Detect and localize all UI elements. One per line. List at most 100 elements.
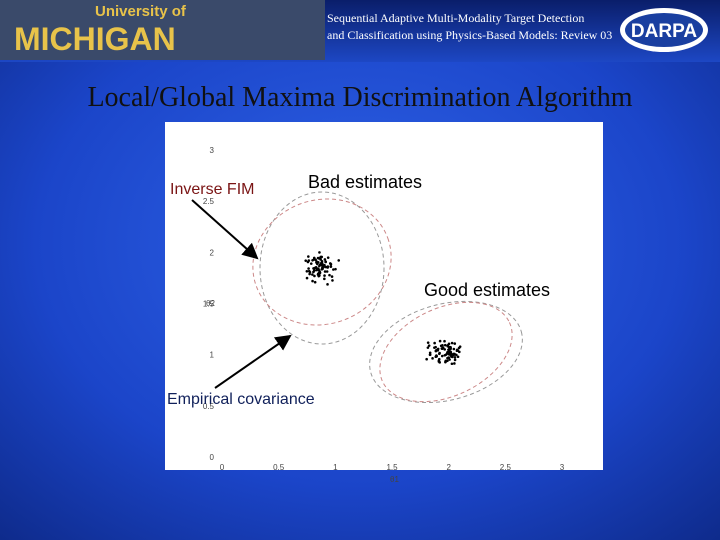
scatter-dot xyxy=(323,277,326,281)
annotation: Good estimates xyxy=(424,280,550,300)
scatter-dot xyxy=(307,255,310,258)
ellipse xyxy=(379,301,513,403)
arrow xyxy=(191,199,259,260)
scatter-dot xyxy=(312,258,316,261)
scatter-dot xyxy=(308,272,311,276)
scatter-dot xyxy=(315,261,318,264)
ellipses xyxy=(252,191,523,404)
scatter-dot xyxy=(433,346,436,349)
scatter-dot xyxy=(313,280,317,284)
scatter-dot xyxy=(319,262,323,265)
sponsor: DARPA xyxy=(631,21,697,42)
scatter-dot xyxy=(452,353,455,356)
annotation: Inverse FIM xyxy=(170,181,254,198)
scatter-dot xyxy=(312,269,316,272)
scatter-dot xyxy=(431,357,434,360)
scatter-dot xyxy=(453,362,456,365)
scatter-dot xyxy=(326,256,330,259)
scatter-dot xyxy=(329,265,333,268)
annotation: Empirical covariance xyxy=(167,391,315,408)
scatter-dot xyxy=(443,348,446,351)
university: University of xyxy=(95,3,187,20)
scatter-dot xyxy=(456,349,460,352)
scatter-dot xyxy=(328,273,331,277)
scatter xyxy=(304,251,462,366)
logo: MICHIGAN xyxy=(14,21,176,57)
scatter-dot xyxy=(325,270,329,273)
y-tick-label: 1 xyxy=(210,351,215,360)
scatter-dot xyxy=(453,356,457,359)
annotation: Bad estimates xyxy=(308,172,422,192)
scatter-dot xyxy=(318,271,321,275)
y-tick-label: 0 xyxy=(210,453,215,462)
scatter-dot xyxy=(323,274,326,277)
scatter-dot xyxy=(458,345,462,348)
subtitle-line: and Classification using Physics-Based M… xyxy=(327,28,612,42)
scatter-dot xyxy=(446,351,450,354)
y-tick-label: 2 xyxy=(210,248,215,257)
scatter-dot xyxy=(313,274,316,278)
x-tick-label: 0.5 xyxy=(273,463,285,472)
scatter-dot xyxy=(425,357,428,361)
x-tick-label: 2 xyxy=(446,463,451,472)
x-tick-label: 1 xyxy=(333,463,338,472)
scatter-dot xyxy=(326,266,329,269)
axes: 3 2.5 2 1.5 1 0.5 00 0.5 1 1.5 2 2.5 3 xyxy=(203,146,565,472)
scatter-dot xyxy=(433,341,436,345)
scatter-dot xyxy=(438,339,442,343)
scatter-dot xyxy=(311,279,314,283)
scatter-dot xyxy=(305,269,309,273)
scatter-dot xyxy=(449,353,452,357)
scatter-dot xyxy=(439,344,443,348)
scatter-dot xyxy=(456,355,460,359)
scatter-dot xyxy=(332,268,335,271)
scatter-dot xyxy=(321,266,324,270)
scatter-dot xyxy=(334,267,337,271)
scatter-dot xyxy=(444,360,447,364)
scatter-dot xyxy=(314,266,318,270)
scatter-dot xyxy=(324,260,327,264)
scatter-dot xyxy=(304,259,308,262)
slide-title: Local/Global Maxima Discrimination Algor… xyxy=(87,82,632,113)
scatter-dot xyxy=(453,342,457,345)
scatter-dot xyxy=(440,347,444,350)
x-label: θ1 xyxy=(390,475,399,484)
scatter-dot xyxy=(328,262,332,265)
scatter-dot xyxy=(426,346,430,349)
scatter-dot xyxy=(427,344,431,347)
scatter-dot xyxy=(447,348,451,351)
scatter-dot xyxy=(435,354,438,357)
scatter-dot xyxy=(446,356,449,360)
scatter-dot xyxy=(450,362,454,366)
x-tick-label: 2.5 xyxy=(500,463,512,472)
figure-panel xyxy=(165,122,603,470)
ellipse xyxy=(369,300,523,404)
y-tick-label: 0.5 xyxy=(203,402,215,411)
scatter-dot xyxy=(452,347,456,351)
scatter-dot xyxy=(446,344,449,348)
y-label: θ2 xyxy=(206,299,215,308)
scatter-dot xyxy=(323,270,327,273)
scatter-dot xyxy=(320,260,324,263)
scatter-dot xyxy=(428,353,432,357)
scatter-dot xyxy=(330,275,334,278)
scatter-dot xyxy=(312,267,315,270)
ellipse xyxy=(259,191,385,345)
x-tick-label: 3 xyxy=(560,463,565,472)
scatter-dot xyxy=(311,273,314,276)
y-tick-label: 2.5 xyxy=(203,197,215,206)
scatter-dot xyxy=(318,251,321,254)
scatter-dot xyxy=(318,274,321,277)
scatter-dot xyxy=(326,283,329,286)
scatter-dot xyxy=(438,351,441,355)
scatter-dot xyxy=(440,354,444,358)
scatter-dot xyxy=(443,339,446,343)
scatter-dot xyxy=(443,343,447,347)
scatter-dot xyxy=(450,341,454,345)
scatter-dot xyxy=(316,267,320,270)
scatter-dot xyxy=(453,358,457,362)
subtitle-line: Sequential Adaptive Multi-Modality Targe… xyxy=(327,11,584,25)
scatter-dot xyxy=(443,353,447,357)
scatter-dot xyxy=(307,259,311,262)
